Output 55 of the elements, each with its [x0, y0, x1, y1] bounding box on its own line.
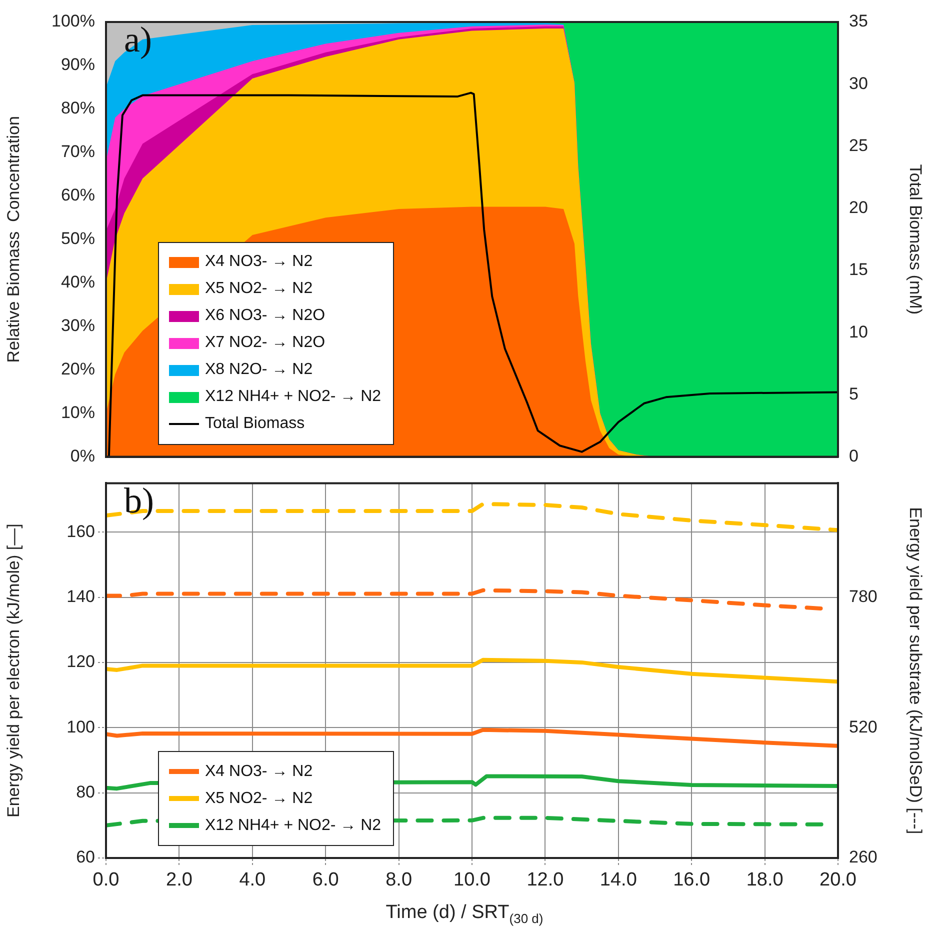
y-tick-label: 40% [60, 272, 95, 292]
y-tick-label: 100 [66, 717, 95, 736]
y-tick-label: 90% [60, 55, 95, 74]
x-tick-label: 18.0 [746, 870, 784, 891]
y-tick-label: 80% [60, 98, 95, 118]
y2-tick-label: 520 [849, 717, 878, 736]
x-tick-label: 8.0 [386, 870, 412, 891]
legend-label: X12 NH4+ + NO2- → N2 [205, 388, 382, 406]
y-tick-label: 30% [60, 316, 95, 336]
x-tick-label: 14.0 [600, 870, 637, 891]
y2-axis-title: Total Biomass (mM) [906, 164, 926, 314]
y2-tick-label: 0 [849, 446, 858, 466]
y2-tick-label: 780 [849, 586, 878, 606]
x-tick-label: 0.0 [92, 870, 120, 891]
x-axis-title: Time (d) / SRT$_{(30 d)}$ [384, 902, 544, 926]
y-tick-label: 70% [60, 142, 95, 162]
y2-tick-label: 260 [849, 848, 878, 867]
y-tick-label: 80 [76, 782, 95, 802]
x-tick-label: 10.0 [454, 870, 490, 891]
annotation: b) [124, 480, 154, 521]
x-tick-label: 4.0 [239, 870, 266, 891]
x-tick-label: 6.0 [312, 870, 339, 891]
y-tick-label: 100% [52, 12, 95, 31]
x-tick-label: 20.0 [820, 870, 856, 891]
y-tick-label: 0% [70, 446, 95, 466]
legend-label: X7 NO2- → N2O [205, 334, 326, 352]
y2-tick-label: 25 [849, 136, 868, 155]
y-tick-label: 120 [66, 652, 95, 672]
legend-label: X6 NO3- → N2O [205, 307, 326, 326]
y2-tick-label: 10 [849, 322, 868, 342]
legend-label: X12 NH4+ + NO2- → N2 [205, 816, 382, 834]
legend-label: X4 NO3- → N2 [205, 253, 313, 272]
legend-label: X5 NO2- → N2 [205, 790, 313, 808]
y2-tick-label: 20 [849, 198, 868, 218]
y-tick-label: 50% [60, 229, 95, 248]
y-tick-label: 160 [66, 522, 95, 541]
y-tick-label: 20% [60, 360, 95, 379]
legend-label: X8 N2O- → N2 [205, 361, 313, 380]
y2-tick-label: 5 [849, 384, 858, 404]
legend-label: X4 NO3- → N2 [205, 762, 313, 780]
y-tick-label: 140 [66, 586, 95, 606]
y-axis-title: Energy yield per electron (kJ/mole) [—] [4, 524, 23, 818]
y-tick-label: 10% [60, 403, 95, 422]
x-tick-label: 2.0 [166, 870, 192, 891]
y2-axis-title: Energy yield per substrate (kJ/molSeD) [---] [906, 507, 926, 834]
y2-tick-label: 35 [849, 12, 868, 31]
y2-tick-label: 30 [849, 74, 868, 93]
y-tick-label: 60 [76, 848, 95, 867]
y-tick-label: 60% [60, 186, 95, 205]
legend-label: X5 NO2- → N2 [205, 280, 313, 298]
x-tick-label: 12.0 [526, 870, 564, 891]
y2-tick-label: 15 [849, 260, 868, 280]
y-axis-title: Relative Biomass Concentration [4, 116, 23, 363]
legend-label: Total Biomass [205, 415, 305, 434]
x-tick-label: 16.0 [673, 870, 710, 891]
